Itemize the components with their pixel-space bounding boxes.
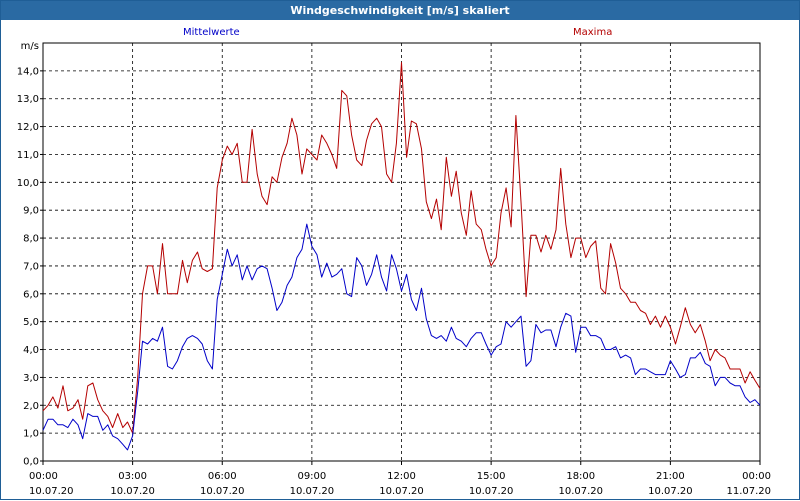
- y-tick-label: 1,0: [23, 429, 39, 440]
- series-line-mittelwerte: [42, 223, 761, 451]
- series-line-maxima: [42, 62, 761, 434]
- x-tick-date-label: 10.07.20: [379, 486, 424, 497]
- legend-maxima: Maxima: [573, 27, 613, 38]
- x-tick-date-label: 10.07.20: [469, 486, 514, 497]
- x-tick-date-label: 10.07.20: [648, 486, 693, 497]
- y-tick-label: 3,0: [23, 373, 39, 384]
- y-tick-label: 9,0: [23, 206, 39, 217]
- y-tick-label: 4,0: [23, 345, 39, 356]
- y-tick-label: 10,0: [17, 178, 39, 189]
- x-tick-date-label: 10.07.20: [29, 486, 74, 497]
- y-tick-label: 8,0: [23, 234, 39, 245]
- x-tick-time-label: 00:00: [29, 471, 58, 482]
- x-tick-time-label: 00:00: [742, 471, 771, 482]
- y-tick-label: 5,0: [23, 317, 39, 328]
- x-tick-time-label: 09:00: [297, 471, 326, 482]
- window-title: Windgeschwindigkeit [m/s] skaliert: [1, 1, 799, 20]
- y-tick-label: 0,0: [23, 457, 39, 468]
- y-tick-label: 13,0: [17, 94, 39, 105]
- y-tick-label: 11,0: [17, 150, 39, 161]
- x-tick-time-label: 06:00: [208, 471, 237, 482]
- x-tick-date-label: 10.07.20: [200, 486, 245, 497]
- y-tick-label: 6,0: [23, 289, 39, 300]
- x-tick-date-label: 11.07.20: [726, 486, 771, 497]
- y-tick-label: 7,0: [23, 261, 39, 272]
- y-tick-label: 2,0: [23, 401, 39, 412]
- legend-mittelwerte: Mittelwerte: [183, 27, 240, 38]
- x-tick-date-label: 10.07.20: [290, 486, 335, 497]
- x-tick-time-label: 03:00: [118, 471, 147, 482]
- x-tick-time-label: 18:00: [566, 471, 595, 482]
- x-tick-date-label: 10.07.20: [110, 486, 155, 497]
- x-tick-time-label: 15:00: [477, 471, 506, 482]
- x-tick-date-label: 10.07.20: [558, 486, 603, 497]
- x-tick-time-label: 12:00: [387, 471, 416, 482]
- y-axis-label: m/s: [21, 41, 39, 52]
- y-tick-label: 14,0: [17, 66, 39, 77]
- y-tick-label: 12,0: [17, 122, 39, 133]
- x-tick-time-label: 21:00: [656, 471, 685, 482]
